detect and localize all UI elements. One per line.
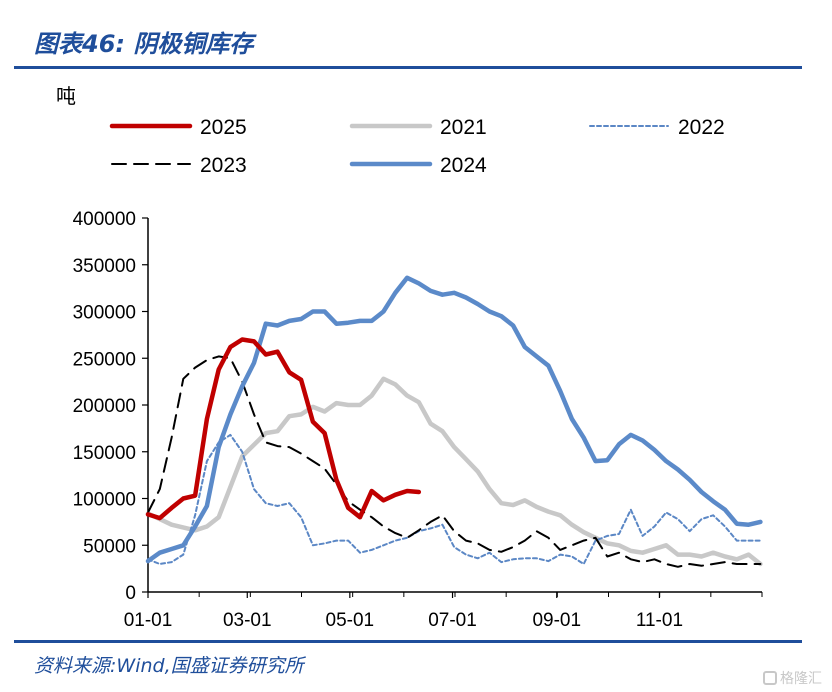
- y-tick-label: 400000: [73, 209, 136, 230]
- chart-title: 图表46: 阴极铜库存: [34, 30, 254, 58]
- watermark-logo-icon: [763, 671, 777, 685]
- y-axis-unit-label: 吨: [56, 84, 76, 108]
- series-line-2023: [147, 355, 762, 568]
- y-tick-label: 200000: [73, 396, 136, 417]
- watermark: 格隆汇: [763, 668, 822, 688]
- y-tick-label: 150000: [73, 443, 136, 464]
- y-tick-label: 100000: [73, 490, 136, 511]
- legend-label-2021: 2021: [440, 116, 487, 139]
- y-tick-label: 0: [125, 583, 136, 604]
- y-tick-label: 50000: [83, 536, 136, 557]
- y-tick-label: 250000: [73, 349, 136, 370]
- series-lines: [145, 275, 763, 568]
- watermark-text: 格隆汇: [780, 671, 822, 687]
- legend-label-2025: 2025: [200, 116, 247, 139]
- x-tick-label: 07-01: [428, 610, 477, 631]
- legend-label-2024: 2024: [440, 154, 487, 177]
- source-note: 资料来源:Wind,国盛证券研究所: [34, 655, 304, 677]
- series-line-2024: [145, 275, 763, 564]
- legend-label-2022: 2022: [678, 116, 725, 139]
- axes: 吨 0 50000 100000 150000 200000 250000 300000 350…: [56, 84, 763, 631]
- bottom-rule: [14, 640, 802, 643]
- x-tick-label: 03-01: [223, 610, 272, 631]
- x-tick-label: 09-01: [532, 610, 581, 631]
- y-tick-label: 300000: [73, 303, 136, 324]
- series-line-2025: [145, 337, 422, 521]
- x-tick-label: 05-01: [326, 610, 375, 631]
- y-tick-label: 350000: [73, 256, 136, 277]
- x-tick-label: 11-01: [636, 610, 683, 631]
- chart-svg: 吨 0 50000 100000 150000 200000 250000 300000 350…: [56, 84, 763, 631]
- series-line-2022: [147, 433, 762, 565]
- top-rule: [14, 66, 802, 69]
- legend-label-2023: 2023: [200, 154, 247, 177]
- series-line-2021: [145, 376, 763, 567]
- legend: 2025 2021 2022 2023 2024: [109, 116, 725, 177]
- x-tick-label: 01-01: [124, 610, 173, 631]
